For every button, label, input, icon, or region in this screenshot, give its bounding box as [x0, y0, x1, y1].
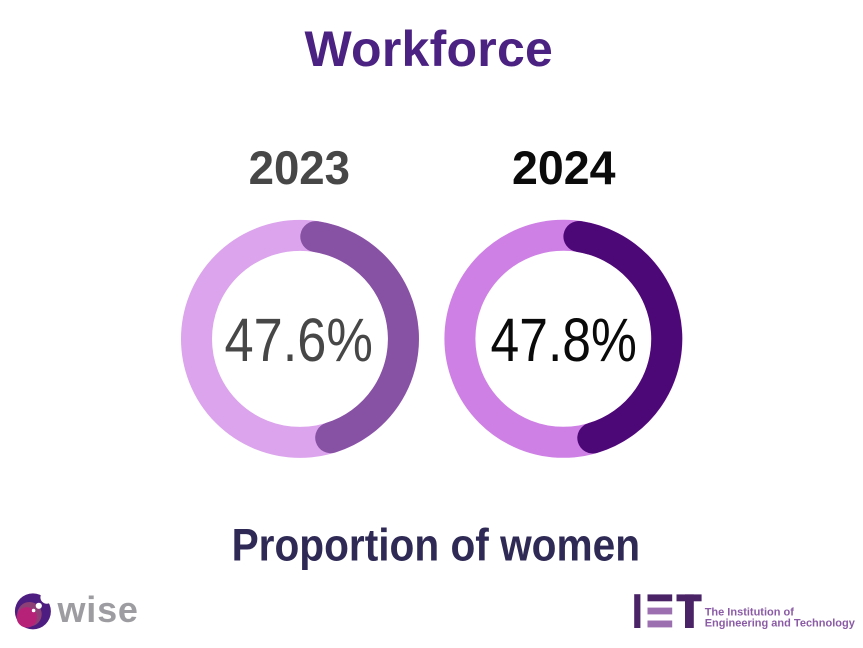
svg-text:2023: 2023 [249, 141, 350, 194]
svg-text:Engineering and Technology: Engineering and Technology [705, 617, 856, 629]
svg-text:Workforce: Workforce [304, 21, 553, 77]
svg-text:The Institution of: The Institution of [705, 607, 795, 619]
svg-text:Proportion of women: Proportion of women [232, 520, 640, 570]
svg-text:2024: 2024 [512, 142, 615, 194]
svg-text:47.8%: 47.8% [491, 306, 637, 374]
svg-text:wise: wise [57, 589, 139, 630]
svg-text:47.6%: 47.6% [225, 307, 373, 375]
